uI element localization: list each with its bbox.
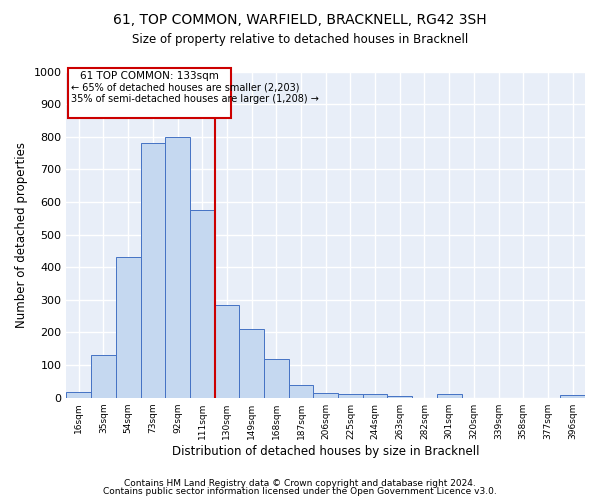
Bar (313, 393, 338, 398)
Bar (67, 392, 91, 398)
Bar (68, 68, 230, 118)
Text: Contains public sector information licensed under the Open Government Licence v3: Contains public sector information licen… (103, 487, 497, 496)
Bar (239, 329, 264, 398)
Bar (560, 395, 585, 398)
Bar (264, 358, 289, 398)
Y-axis label: Number of detached properties: Number of detached properties (15, 142, 28, 328)
Bar (116, 258, 140, 398)
Bar (215, 304, 239, 398)
Text: 35% of semi-detached houses are larger (1,208) →: 35% of semi-detached houses are larger (… (71, 94, 319, 104)
Bar (165, 136, 190, 398)
Bar (388, 396, 412, 398)
Bar (91, 356, 116, 398)
Text: Size of property relative to detached houses in Bracknell: Size of property relative to detached ho… (132, 32, 468, 46)
Bar (338, 394, 363, 398)
Bar (289, 384, 313, 398)
Text: Contains HM Land Registry data © Crown copyright and database right 2024.: Contains HM Land Registry data © Crown c… (124, 478, 476, 488)
Bar (190, 210, 215, 398)
Text: ← 65% of detached houses are smaller (2,203): ← 65% of detached houses are smaller (2,… (71, 83, 299, 93)
X-axis label: Distribution of detached houses by size in Bracknell: Distribution of detached houses by size … (172, 444, 479, 458)
Text: 61, TOP COMMON, WARFIELD, BRACKNELL, RG42 3SH: 61, TOP COMMON, WARFIELD, BRACKNELL, RG4… (113, 12, 487, 26)
Bar (437, 394, 461, 398)
Bar (140, 144, 165, 398)
Text: 61 TOP COMMON: 133sqm: 61 TOP COMMON: 133sqm (80, 72, 218, 82)
Bar (363, 394, 388, 398)
